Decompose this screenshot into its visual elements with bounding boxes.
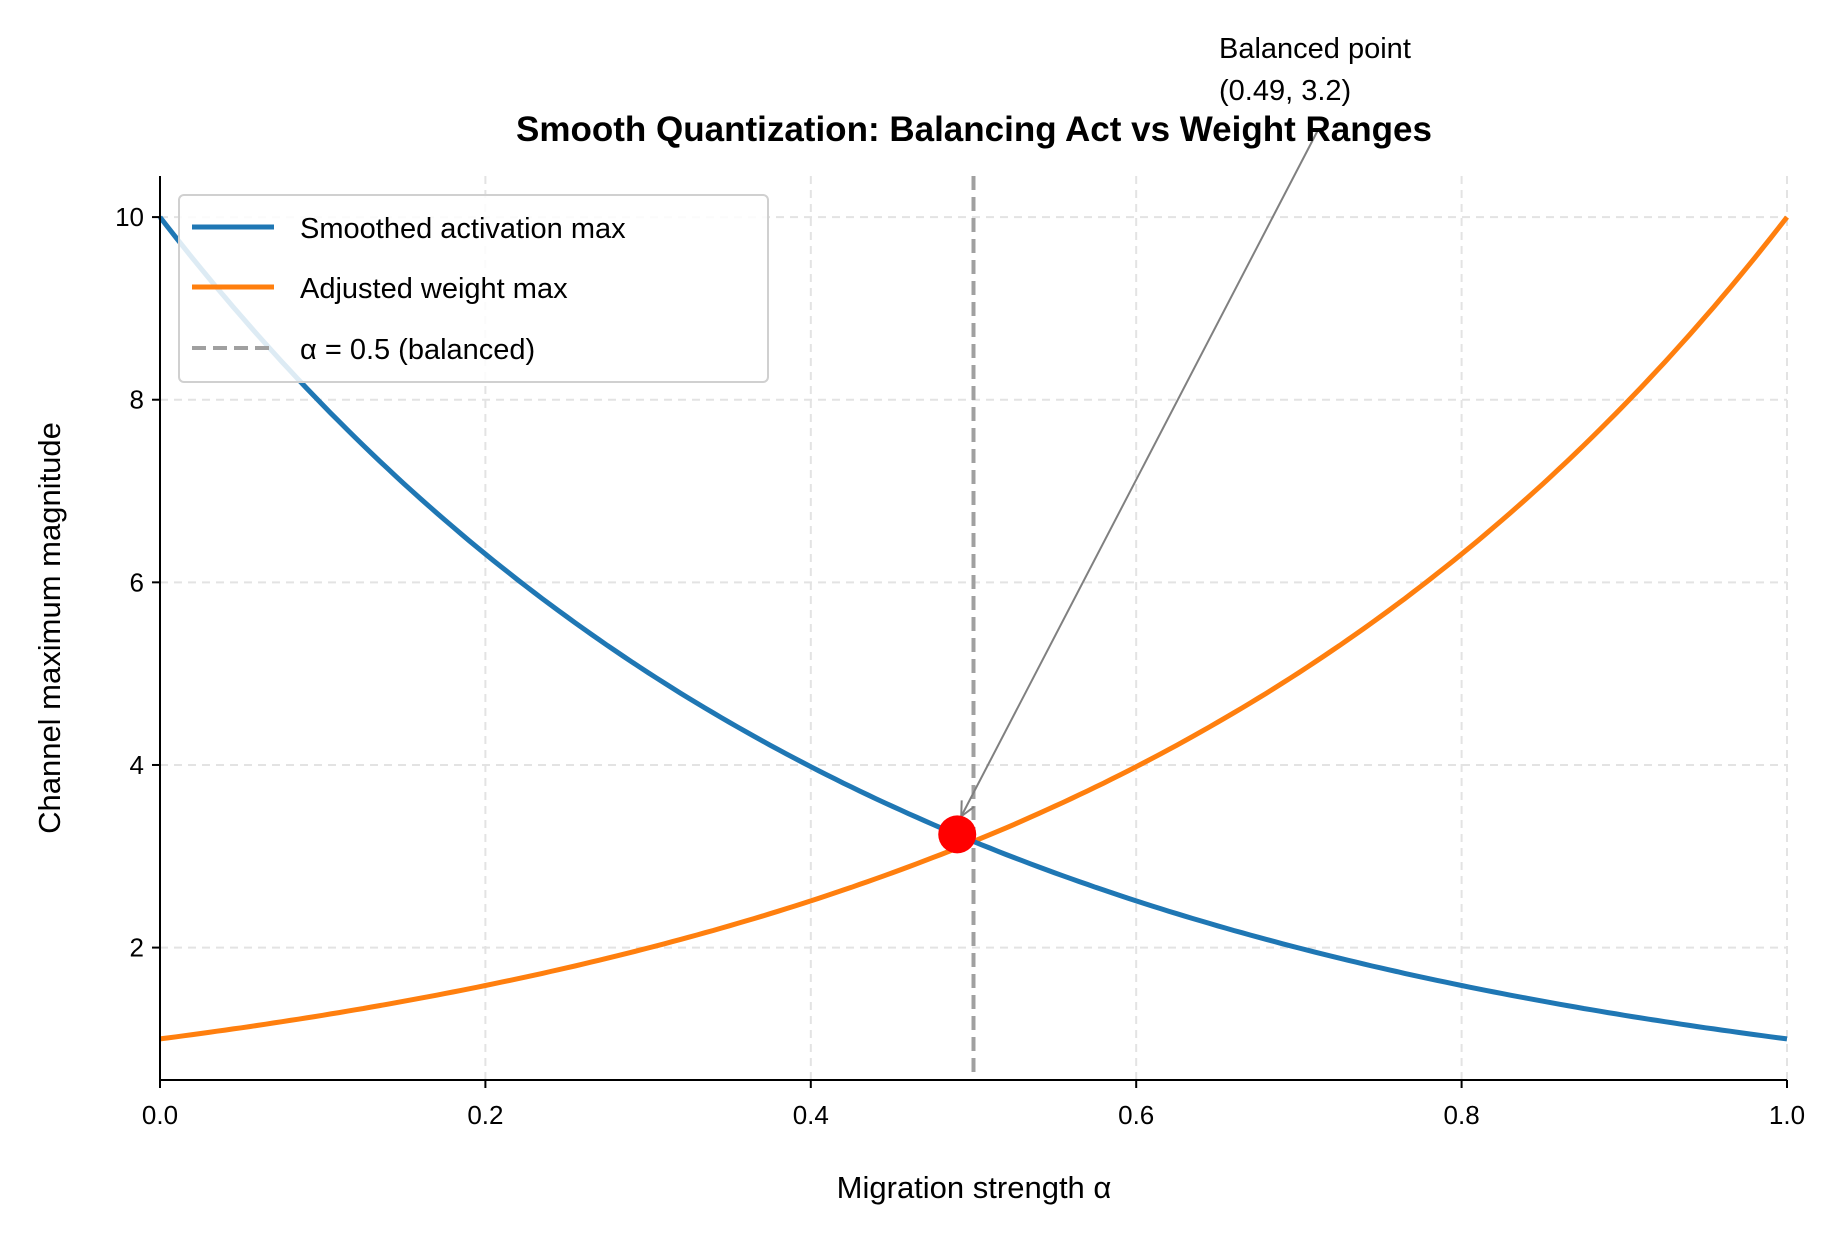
legend-label-balanced: α = 0.5 (balanced)	[300, 334, 535, 366]
y-tick-label: 6	[130, 567, 144, 597]
legend-label-weight: Adjusted weight max	[300, 273, 568, 305]
y-tick-label: 2	[130, 933, 144, 963]
axes: 0.0 0.2 0.4 0.6 0.8 1.0 2 4 6 8 10	[115, 176, 1805, 1130]
series-layer	[158, 129, 1789, 1080]
legend-frame	[178, 194, 769, 383]
x-tick-label: 1.0	[1769, 1100, 1805, 1130]
y-axis-label: Channel maximum magnitude	[32, 422, 67, 834]
x-tick-label: 0.6	[1118, 1100, 1154, 1130]
legend: Smoothed activation max Adjusted weight …	[178, 194, 769, 383]
x-tick-label: 0.0	[142, 1100, 178, 1130]
x-axis-label: Migration strength α	[837, 1170, 1112, 1205]
annotation-line1: Balanced point	[1219, 33, 1411, 65]
balanced-point-marker	[938, 815, 977, 854]
x-tick-label: 0.4	[793, 1100, 829, 1130]
annotation: Balanced point (0.49, 3.2)	[1219, 33, 1411, 107]
annotation-line2: (0.49, 3.2)	[1219, 75, 1351, 107]
y-tick-label: 8	[130, 385, 144, 415]
legend-label-activation: Smoothed activation max	[300, 213, 626, 245]
x-tick-label: 0.2	[467, 1100, 503, 1130]
chart-title: Smooth Quantization: Balancing Act vs We…	[516, 110, 1432, 149]
x-tick-label: 0.8	[1444, 1100, 1480, 1130]
y-tick-label: 10	[115, 202, 144, 232]
y-tick-label: 4	[130, 750, 144, 780]
annotation-arrow	[960, 129, 1319, 817]
